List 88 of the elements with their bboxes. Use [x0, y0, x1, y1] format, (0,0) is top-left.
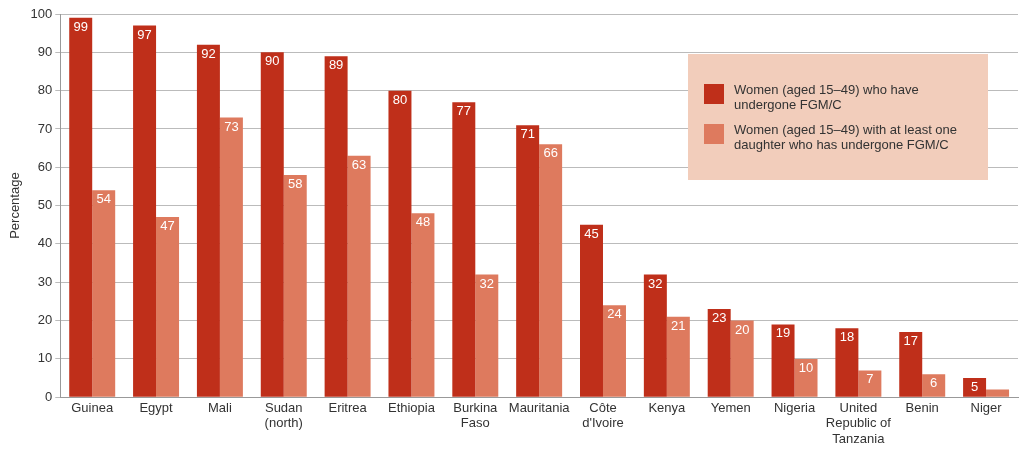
bar	[643, 274, 667, 397]
y-tick-label: 0	[45, 388, 53, 404]
y-tick-label: 70	[37, 120, 53, 136]
x-tick-label: Mali	[207, 399, 232, 415]
bar	[835, 328, 859, 397]
x-tick-label: Guinea	[71, 399, 114, 415]
data-label: 19	[775, 325, 791, 341]
y-tick-label: 80	[37, 82, 53, 98]
bar	[730, 320, 754, 397]
bar	[475, 274, 499, 397]
y-tick-label: 40	[37, 235, 53, 251]
data-label: 63	[351, 156, 367, 172]
y-axis-title: Percentage	[7, 172, 23, 239]
data-label: 32	[479, 275, 495, 291]
data-label: 97	[137, 26, 152, 42]
y-tick-label: 100	[30, 5, 53, 21]
bar	[196, 44, 220, 397]
y-tick-label: 60	[37, 158, 53, 174]
x-tick-label: Kenya	[648, 399, 687, 415]
x-tick-label: Nigeria	[773, 399, 816, 415]
x-tick-label: Côte d'Ivoire	[582, 399, 624, 431]
x-tick-label: Mauritania	[508, 399, 571, 415]
bar	[347, 155, 371, 397]
y-tick-label: 30	[37, 273, 53, 289]
x-tick-label: Egypt	[139, 399, 174, 415]
y-tick-label: 50	[37, 197, 53, 213]
bar	[260, 52, 284, 397]
x-tick-label: Burkina Faso	[453, 399, 499, 431]
bar	[516, 125, 540, 397]
data-label: 5	[970, 379, 979, 395]
bar	[411, 213, 435, 397]
bar	[283, 174, 307, 397]
bar	[666, 316, 690, 397]
data-label: 73	[224, 118, 239, 134]
bar	[92, 190, 116, 397]
data-label: 71	[520, 126, 535, 142]
data-label: 45	[584, 225, 599, 241]
data-label: 20	[734, 321, 750, 337]
data-label: 7	[866, 371, 874, 387]
data-label: 6	[930, 375, 938, 391]
bar	[324, 56, 348, 397]
bar	[69, 17, 93, 397]
data-label: 66	[543, 145, 558, 161]
y-tick-label: 90	[37, 43, 53, 59]
data-label: 21	[671, 317, 686, 333]
data-label: 48	[415, 214, 431, 230]
x-tick-label: Benin	[905, 399, 939, 415]
x-tick-label: Niger	[970, 399, 1003, 415]
bar	[219, 117, 243, 397]
data-label: 77	[456, 103, 472, 119]
bar	[858, 370, 882, 397]
data-label: 89	[328, 57, 344, 73]
data-label: 24	[607, 306, 622, 322]
x-tick-label: United Republic of Tanzania	[825, 399, 892, 446]
data-label: 92	[201, 45, 216, 61]
x-tick-label: Sudan (north)	[264, 399, 303, 431]
bar	[963, 378, 987, 397]
bar	[771, 324, 795, 397]
x-tick-label: Ethiopia	[387, 399, 436, 415]
data-label: 32	[648, 275, 663, 291]
bar	[580, 224, 603, 397]
legend-label: Women (aged 15–49) who have undergone FGM/C	[734, 82, 920, 112]
data-label: 23	[711, 310, 727, 326]
bar	[922, 374, 946, 397]
data-label: 99	[73, 18, 88, 34]
x-tick-label: Yemen	[710, 399, 751, 415]
data-label: 47	[160, 218, 175, 234]
data-label: 90	[265, 53, 280, 69]
bar	[602, 305, 626, 397]
data-label: 10	[798, 359, 814, 375]
data-label: 54	[96, 191, 111, 207]
bar	[794, 358, 818, 397]
y-tick-label: 10	[37, 350, 53, 366]
bar	[986, 389, 1010, 397]
data-label: 17	[903, 333, 918, 349]
data-label: 58	[288, 176, 303, 192]
x-tick-label: Eritrea	[328, 399, 368, 415]
bar	[133, 25, 157, 397]
bar	[388, 90, 412, 397]
data-label: 18	[839, 329, 855, 345]
bar	[899, 332, 923, 397]
data-label: 80	[392, 91, 408, 107]
bar	[707, 309, 731, 397]
y-tick-label: 20	[37, 312, 53, 328]
bar	[452, 102, 476, 397]
bar	[156, 217, 180, 397]
bar	[539, 144, 563, 397]
legend-label: Women (aged 15–49) with at least one daughter who has undergone FGM/C	[734, 122, 959, 152]
